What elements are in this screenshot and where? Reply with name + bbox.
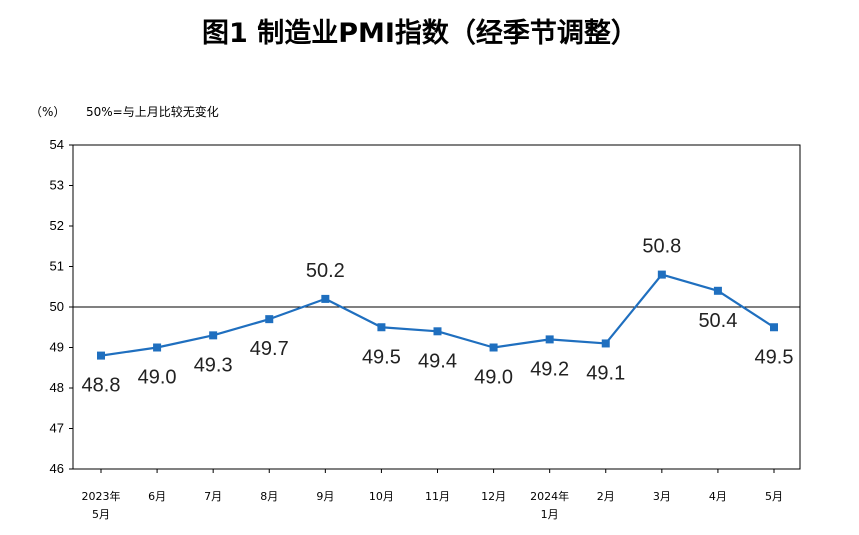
data-point [601,339,610,348]
data-point [209,331,218,340]
data-point [321,294,330,303]
y-tick-label: 49 [50,340,64,355]
data-label: 49.7 [250,338,289,360]
chart-title: 图1 制造业PMI指数（经季节调整） [202,17,638,49]
y-tick-label: 47 [50,421,64,436]
data-label: 49.3 [194,354,233,376]
y-tick-label: 50 [50,299,64,314]
x-tick-label: 9月 [316,490,334,503]
x-tick-label: 10月 [369,490,394,503]
data-point [770,323,778,332]
x-tick-label: 6月 [148,490,166,503]
x-tick-label: 5月 [765,490,783,503]
data-points [97,270,778,360]
y-tick-label: 54 [50,137,64,152]
data-point [433,327,442,336]
y-tick-label: 52 [50,218,64,233]
x-tick-label: 7月 [204,490,222,503]
y-tick-label: 51 [50,259,64,274]
data-point [489,343,498,352]
x-tick-label: 2023年 [82,489,121,503]
data-label: 50.4 [698,310,737,332]
data-label: 49.0 [474,367,513,389]
series-line [100,273,775,357]
series-line-group [100,273,775,357]
data-point [657,270,666,279]
data-point [97,351,105,360]
chart-annotation: 50%=与上月比较无变化 [86,104,219,119]
data-label: 48.8 [82,375,121,397]
data-label: 49.1 [586,362,625,384]
x-tick-label: 12月 [481,490,506,503]
x-axis: 2023年 5月 6月 7月 8月 9月 10月 11月 12月 2024年 1月 2月 3月 4月 5月 [82,469,783,521]
x-tick-label: 5月 [92,508,110,521]
y-tick-label: 48 [50,380,64,395]
y-tick-label: 53 [50,178,64,193]
x-tick-label: 8月 [260,490,278,503]
data-point [265,315,274,324]
y-axis-unit: （%） [30,105,65,119]
data-labels: 48.8 49.0 49.3 49.7 50.2 49.5 49.4 49.0 49.2 49.1… [82,236,794,397]
x-tick-label: 2月 [597,490,615,503]
data-point [713,286,722,295]
data-label: 49.5 [755,346,794,368]
x-tick-label: 3月 [653,490,671,503]
data-label: 49.2 [530,358,569,380]
data-label: 49.5 [362,346,401,368]
x-tick-label: 2024年 [530,489,569,503]
data-label: 50.8 [642,236,681,258]
data-label: 50.2 [306,260,345,282]
data-point [153,343,162,352]
x-tick-label: 11月 [425,490,450,503]
data-point [545,335,554,344]
y-axis: 46 47 48 49 50 51 52 53 54 [50,137,73,476]
x-tick-label: 1月 [541,508,559,521]
data-label: 49.0 [138,367,177,389]
data-point [377,323,386,332]
y-tick-label: 46 [50,461,64,476]
data-label: 49.4 [418,350,457,372]
x-tick-label: 4月 [709,490,727,503]
